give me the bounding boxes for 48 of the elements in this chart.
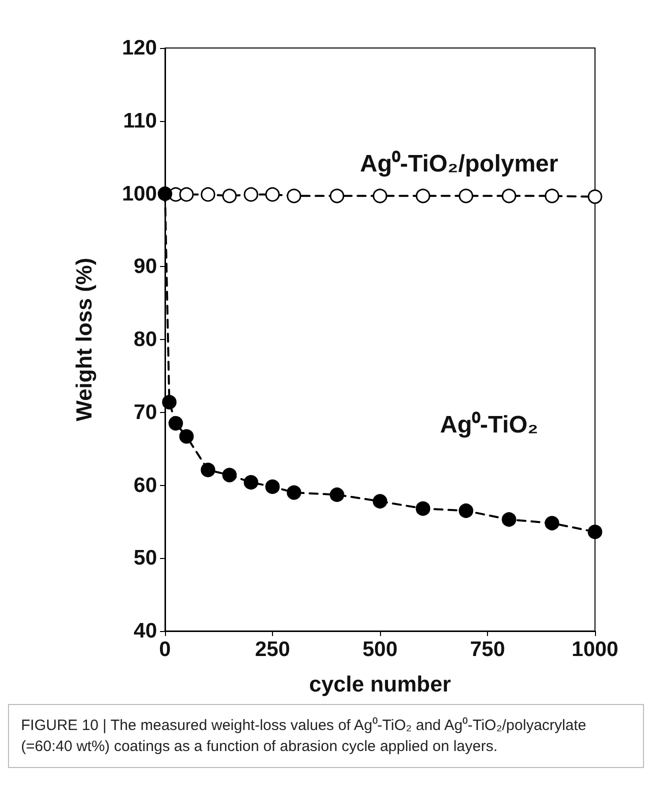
y-tick-label: 70 — [134, 400, 157, 424]
point — [588, 524, 602, 540]
point — [168, 416, 183, 431]
y-axis-title: Weight loss (%) — [72, 258, 96, 422]
x-tick-label: 0 — [159, 638, 171, 661]
y-tick-label: 110 — [123, 109, 157, 132]
point — [458, 188, 474, 204]
point — [372, 494, 388, 509]
x-tick-label: 500 — [362, 638, 398, 661]
point — [162, 394, 177, 410]
point — [179, 187, 194, 202]
point — [179, 429, 194, 444]
point — [286, 485, 302, 500]
point — [330, 487, 344, 502]
x-tick-label: 750 — [470, 638, 506, 661]
point — [416, 501, 430, 516]
series-label: Ag⁰-TiO₂/polymer — [360, 150, 558, 178]
y-tick-label: 50 — [134, 546, 157, 570]
point — [265, 187, 280, 202]
y-tick-label: 60 — [134, 474, 157, 497]
caption: FIGURE 10 | The measured weight-loss values of Ag⁰-TiO₂ and Ag⁰-TiO₂/polyacrylate (=60:40 wt%) coatings as a function of abrasion cycle applied on layers. — [8, 704, 644, 768]
point — [544, 516, 560, 530]
x-axis-title: cycle number — [309, 672, 452, 696]
point — [416, 188, 430, 204]
point — [200, 462, 216, 478]
point — [265, 479, 280, 494]
point — [286, 188, 302, 204]
point — [372, 188, 388, 204]
point — [158, 186, 172, 201]
x-tick-label: 1000 — [572, 638, 618, 661]
point — [200, 187, 216, 202]
point — [244, 475, 258, 490]
y-tick-label: 120 — [122, 36, 157, 60]
point — [502, 512, 516, 527]
y-tick-label: 80 — [134, 328, 157, 351]
point — [502, 188, 516, 204]
point — [544, 188, 560, 204]
y-tick-label: 100 — [122, 182, 157, 206]
y-tick-label: 90 — [134, 255, 157, 278]
y-tick-label: 40 — [134, 620, 157, 642]
point — [222, 468, 237, 482]
text: Ag⁰-TiO₂ — [440, 412, 538, 438]
point — [330, 188, 344, 204]
point — [458, 504, 474, 518]
point — [244, 187, 258, 202]
x-tick-label: 250 — [254, 638, 290, 661]
point — [588, 189, 602, 204]
point — [222, 188, 237, 204]
